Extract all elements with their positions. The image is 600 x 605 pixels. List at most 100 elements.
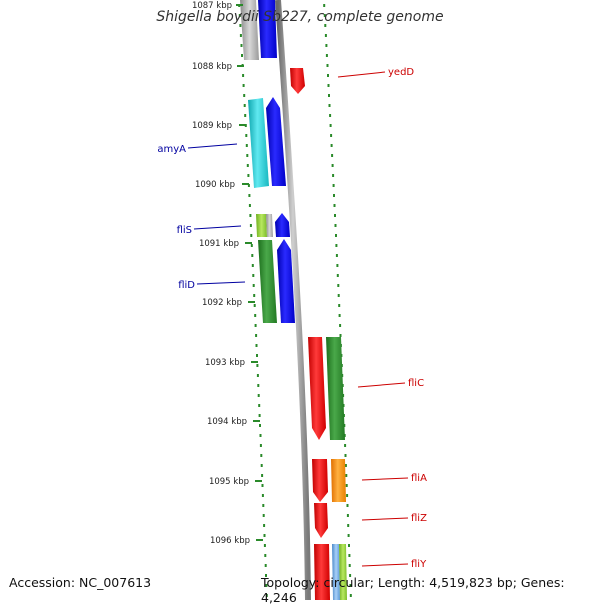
track-dot — [238, 14, 241, 17]
gene-arrow-lightgreen-fliS — [256, 214, 267, 237]
gene-arrow-blue-top — [258, 0, 277, 58]
scale-tick-label: 1093 kbp — [205, 358, 245, 368]
track-dot — [338, 304, 341, 307]
track-dot — [330, 134, 333, 137]
track-dot — [245, 144, 248, 147]
scale-tick-label: 1091 kbp — [199, 239, 239, 249]
track-dot — [335, 244, 338, 247]
genome-summary-text: Topology: circular; Length: 4,519,823 bp… — [261, 575, 565, 605]
gene-arrow-blue-fliS — [275, 213, 290, 237]
gene-label-yedD: yedD — [388, 67, 414, 78]
gene-label-fliA: fliA — [411, 473, 427, 484]
track-dot — [241, 54, 243, 57]
track-dot — [264, 554, 267, 557]
callout-line-fliY — [361, 563, 409, 567]
track-dot — [265, 574, 267, 577]
track-dot — [252, 284, 255, 287]
track-dot — [247, 184, 250, 187]
track-dot — [261, 474, 264, 477]
track-dot — [333, 194, 335, 197]
track-dot — [347, 524, 350, 527]
gene-arrow-red-fliZ — [314, 503, 328, 538]
scale-tick-label: 1094 kbp — [207, 417, 247, 427]
track-dot — [338, 314, 341, 317]
scale-tick-label: 1095 kbp — [209, 477, 249, 487]
track-dot — [339, 334, 342, 337]
track-dot — [344, 454, 347, 457]
track-dot — [324, 34, 327, 37]
track-dot — [344, 464, 347, 467]
gene-label-fliY: fliY — [411, 559, 427, 570]
gene-arrow-red-yedD — [290, 68, 305, 94]
track-dot — [256, 364, 259, 367]
track-dot — [259, 424, 261, 427]
scale-tick-label: 1092 kbp — [202, 298, 242, 308]
track-dot — [257, 394, 260, 397]
track-dot — [339, 324, 342, 327]
features-left-track — [240, 0, 295, 323]
track-dot — [258, 414, 261, 417]
callout-line-fliA — [361, 477, 409, 481]
track-dot — [335, 254, 338, 257]
callout-line-fliD — [196, 281, 246, 285]
callout-line-amyA — [187, 143, 238, 149]
track-dot — [329, 114, 332, 117]
track-dot — [260, 454, 263, 457]
track-dot — [246, 154, 249, 157]
gene-labels: amyA fliS fliD yedD fliC fliA fliZ fliY — [157, 67, 427, 570]
callout-line-fliC — [357, 382, 406, 388]
gene-label-fliS: fliS — [177, 225, 192, 236]
track-dot — [336, 264, 339, 267]
track-dot — [250, 244, 253, 247]
track-dot — [244, 114, 247, 117]
gene-arrow-blue-fliD — [277, 239, 295, 323]
gene-arrow-lightblue-fliY — [332, 544, 340, 600]
track-dots — [238, 4, 352, 597]
track-dot — [257, 384, 260, 387]
track-dot — [246, 164, 249, 167]
track-dot — [258, 404, 261, 407]
track-dot — [259, 434, 262, 437]
track-dot — [254, 324, 257, 327]
track-dot — [328, 104, 331, 107]
callout-line-fliS — [193, 225, 242, 230]
track-dot — [249, 214, 252, 217]
track-dot — [247, 174, 250, 177]
track-dot — [242, 84, 245, 87]
track-dot — [255, 344, 258, 347]
track-dot — [348, 554, 351, 557]
track-dot — [349, 584, 352, 587]
gene-arrow-cyan-amyA — [248, 98, 269, 188]
gene-arrow-gray-fliS — [266, 214, 273, 237]
track-dot — [243, 104, 246, 107]
track-dot — [261, 484, 264, 487]
track-dot — [259, 444, 262, 447]
track-dot — [336, 274, 339, 277]
track-dot — [242, 74, 245, 77]
kbp-scale: 1087 kbp 1088 kbp 1089 kbp 1090 kbp 1091… — [192, 1, 263, 546]
track-dot — [337, 294, 340, 297]
track-dot — [249, 224, 252, 227]
track-dot — [245, 134, 248, 137]
track-dot — [260, 464, 263, 467]
track-dot — [239, 34, 242, 37]
track-dot — [334, 214, 336, 217]
gene-arrow-red-fliY — [314, 544, 330, 600]
track-dot — [333, 204, 336, 207]
track-dot — [348, 544, 350, 547]
track-dot — [327, 74, 329, 77]
track-dot — [262, 504, 265, 507]
track-dot — [325, 54, 328, 57]
track-dot — [326, 64, 329, 67]
track-dot — [253, 304, 256, 307]
track-dot — [254, 314, 257, 317]
track-dot — [323, 4, 326, 7]
track-dot — [239, 24, 242, 27]
track-dot — [263, 524, 266, 527]
track-dot — [243, 94, 246, 97]
track-dot — [240, 44, 243, 47]
track-dot — [265, 584, 268, 587]
track-dot — [323, 14, 326, 17]
callout-line-yedD — [337, 71, 386, 78]
